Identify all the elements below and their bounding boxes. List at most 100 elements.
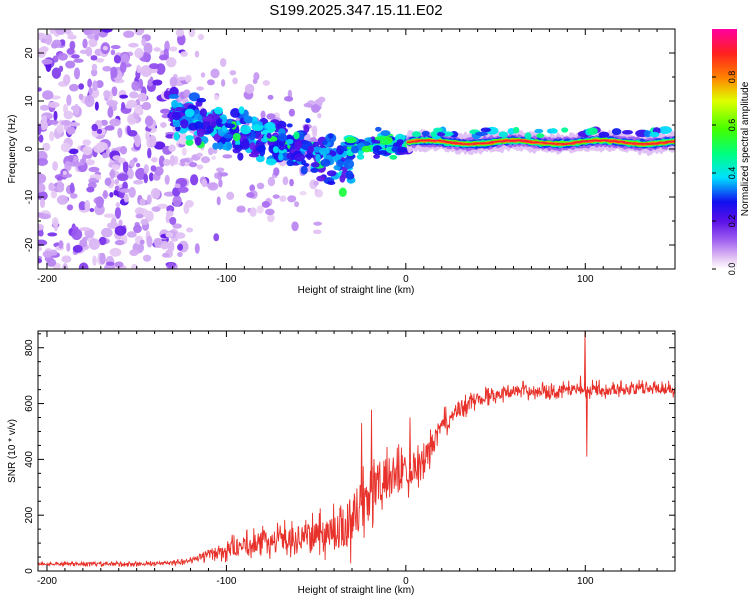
spectrogram-cell <box>380 130 391 137</box>
spectrogram-cell <box>177 76 187 81</box>
spectrogram-cell <box>587 127 598 135</box>
spectrogram-cell <box>66 242 71 252</box>
spectrogram-cell <box>41 58 53 65</box>
spectrogram-cell <box>475 131 488 137</box>
spectrogram-cell <box>189 162 198 168</box>
spectrogram-cell <box>66 94 72 106</box>
spectrogram-cell <box>151 206 161 212</box>
spectrogram-cell <box>300 159 307 166</box>
spectrogram-cell <box>165 231 174 238</box>
spectrogram-cell <box>293 131 300 140</box>
spectrogram-cell <box>284 95 294 102</box>
spectrogram-cell <box>57 52 68 61</box>
spectrogram-cell <box>256 205 264 214</box>
spectrogram-cell <box>73 58 84 63</box>
y-tick-label: 200 <box>24 506 35 523</box>
spectrogram-cell <box>172 195 182 207</box>
spectrogram-cell <box>675 135 681 146</box>
spectrogram-cell <box>267 176 276 187</box>
spectrogram-cell <box>266 113 276 120</box>
spectrogram-cell <box>114 178 120 185</box>
spectrogram-cell <box>123 30 135 38</box>
spectrogram-cell <box>149 63 160 70</box>
spectrogram-cell <box>266 132 272 139</box>
spectrogram-cell <box>675 139 681 144</box>
spectrogram-cell <box>305 118 311 124</box>
spectrogram-cell <box>433 127 444 133</box>
spectrogram-cell <box>180 160 185 167</box>
spectrogram-cell <box>643 130 652 138</box>
spectrogram-cell <box>49 131 55 142</box>
spectrogram-cell <box>243 115 253 124</box>
spectrogram-cell <box>675 137 681 143</box>
spectrogram-cell <box>338 187 347 198</box>
spectrogram-cell <box>171 100 179 108</box>
spectrogram-cell <box>148 172 154 182</box>
spectrogram-cell <box>211 120 217 128</box>
spectrogram-cell <box>73 67 81 80</box>
spectrogram-cell <box>582 141 590 143</box>
spectrogram-cell <box>38 191 48 201</box>
spectrogram-cell <box>251 120 263 127</box>
spectrogram-cell <box>289 178 294 187</box>
spectrogram-cell <box>67 34 77 40</box>
spectrogram-cell <box>194 50 200 58</box>
spectrogram-cell <box>150 165 157 172</box>
spectrogram-cell <box>51 39 62 49</box>
spectrogram-cell <box>70 193 78 199</box>
spectrogram-cell <box>173 131 180 141</box>
spectrogram-cell <box>373 154 380 159</box>
spectrogram-cell <box>126 99 137 108</box>
spectrogram-cell <box>303 124 310 133</box>
colorbar-tick-label: 0.2 <box>727 215 737 228</box>
y-tick-label: 400 <box>24 451 35 468</box>
spectrogram-cell <box>181 147 187 156</box>
spectrogram-cell <box>184 74 192 83</box>
spectrogram-cell <box>143 173 149 184</box>
spectrogram-cell <box>621 129 634 135</box>
spectrogram-cell <box>194 243 200 254</box>
spectrogram-cell <box>177 251 183 257</box>
spectrogram-cell <box>88 87 93 96</box>
spectrogram-cell <box>38 173 47 184</box>
spectrogram-cell <box>141 101 152 111</box>
spectrogram-cell <box>47 119 59 125</box>
spectrogram-cell <box>272 194 280 199</box>
spectrogram-cell <box>197 114 203 121</box>
spectrogram-cell <box>226 191 235 200</box>
spectrogram-cell <box>153 141 166 150</box>
spectrogram-cell <box>146 194 152 205</box>
spectrogram-cell <box>180 132 187 141</box>
spectrogram-cell <box>88 37 98 48</box>
spectrogram-cell <box>196 97 207 103</box>
spectrogram-cell <box>394 133 406 142</box>
spectrogram-cell <box>132 179 144 185</box>
spectrogram-cell <box>122 161 129 169</box>
spectrogram-cell <box>48 182 55 192</box>
spectrogram-cell <box>201 116 213 122</box>
spectrogram-cell <box>534 128 544 134</box>
spectrogram-cell <box>160 240 169 250</box>
spectrogram-cell <box>87 78 92 88</box>
spectrogram-cell <box>311 104 321 113</box>
spectrogram-cell <box>253 123 261 131</box>
spectrogram-cell <box>45 33 53 46</box>
spectrogram-cell <box>145 130 150 141</box>
spectrogram-cell <box>63 74 71 85</box>
spectrogram-cell <box>47 101 60 108</box>
spectrogram-cell <box>126 231 137 238</box>
spectrogram-cell <box>232 144 244 149</box>
spectrogram-cell <box>224 123 236 129</box>
x-tick-label: 0 <box>403 274 409 285</box>
spectrogram-cell <box>38 223 44 231</box>
spectrogram-cell <box>93 144 105 154</box>
spectrogram-cell <box>160 108 171 114</box>
spectrogram-cell <box>49 29 55 35</box>
spectrogram-cell <box>279 195 287 203</box>
spectrogram-cell <box>206 79 215 86</box>
spectrogram-cell <box>313 221 323 226</box>
snr-panel: -200 -100 0 100 0 200 400 600 800 Height of stra… <box>7 330 676 596</box>
spectrogram-cell <box>196 164 204 170</box>
spectrogram-cell <box>183 89 191 98</box>
spectrogram-cell <box>169 216 177 225</box>
